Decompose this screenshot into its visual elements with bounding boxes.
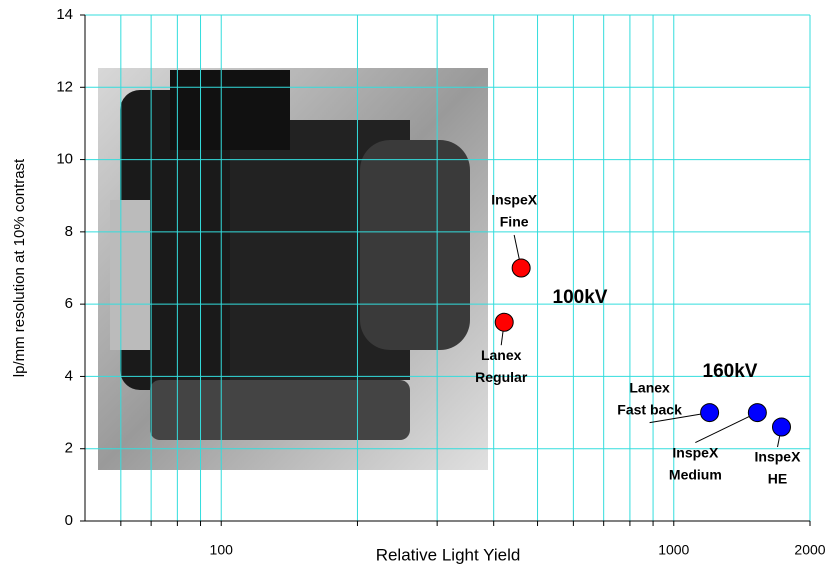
y-tick-label: 6 <box>65 295 73 312</box>
y-tick-label: 4 <box>65 367 73 384</box>
point <box>511 258 531 278</box>
leader-line <box>649 412 710 424</box>
point-label: Fast back <box>617 401 682 417</box>
y-tick-label: 14 <box>56 6 73 23</box>
leader-line <box>695 412 758 444</box>
point-label: Lanex <box>481 347 522 363</box>
y-tick-label: 10 <box>56 151 73 168</box>
point-label: InspeX <box>491 192 538 208</box>
point <box>747 403 767 423</box>
point-label: HE <box>768 471 787 487</box>
point <box>771 417 791 437</box>
photo <box>98 68 488 470</box>
point-label: Medium <box>669 466 722 482</box>
series-label: 160kV <box>703 361 758 382</box>
x-tick-label: 100 <box>210 542 234 558</box>
y-tick-label: 2 <box>65 440 73 457</box>
x-axis-title: Relative Light Yield <box>376 545 521 564</box>
x-tick-label: 2000 <box>794 542 825 558</box>
point <box>494 312 514 332</box>
y-axis-title: lp/mm resolution at 10% contrast <box>11 158 28 377</box>
y-tick-label: 8 <box>65 223 73 240</box>
x-tick-label: 1000 <box>658 542 689 558</box>
y-tick-label: 0 <box>65 512 73 529</box>
point-label: Regular <box>475 369 528 385</box>
point-label: InspeX <box>755 449 802 465</box>
point <box>700 403 720 423</box>
point-label: Fine <box>500 214 529 230</box>
series-label: 100kV <box>553 287 608 308</box>
y-tick-label: 12 <box>56 78 73 95</box>
point-label: InspeX <box>672 444 719 460</box>
point-label: Lanex <box>629 379 670 395</box>
